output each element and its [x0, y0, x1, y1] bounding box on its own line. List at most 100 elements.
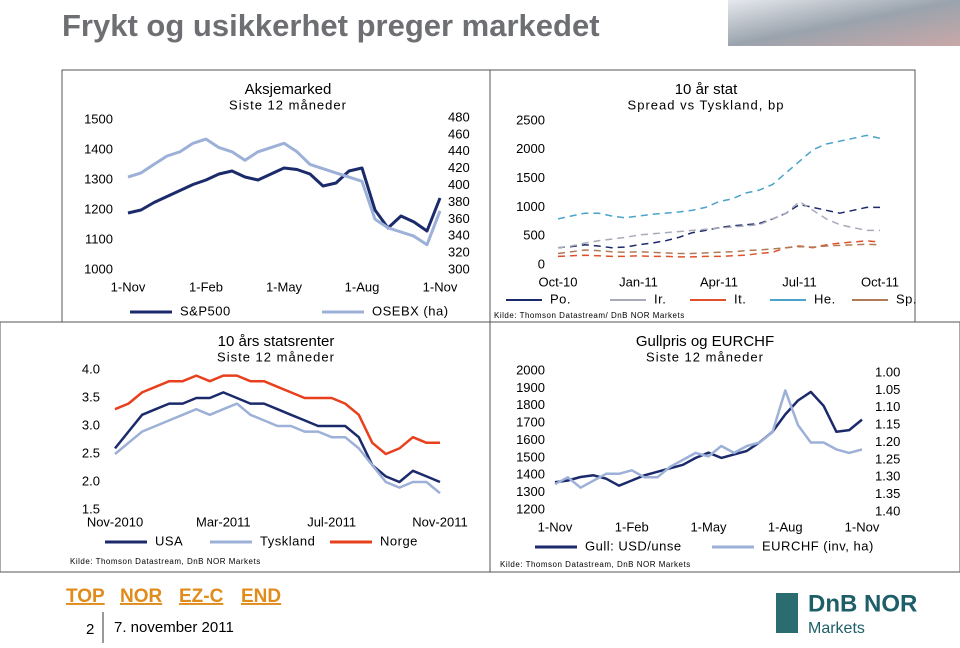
- y2-tick-label: 1.40: [875, 503, 900, 518]
- legend-label: OSEBX (ha): [372, 303, 449, 318]
- y-tick-label: 1300: [516, 484, 545, 499]
- x-tick-label: Jul-2011: [307, 514, 356, 529]
- x-tick-label: Apr-11: [700, 274, 738, 289]
- nav-link[interactable]: NOR: [120, 586, 163, 607]
- chart-subtitle: Siste 12 måneder: [217, 349, 335, 364]
- y2-tick-label: 320: [448, 245, 470, 260]
- y-tick-label: 1800: [516, 397, 545, 412]
- legend-label: Ir.: [654, 291, 666, 306]
- logo-text: DnB NOR: [808, 590, 917, 617]
- y2-tick-label: 1.00: [875, 364, 900, 379]
- y-tick-label: 3.5: [82, 389, 100, 404]
- slide-title: Frykt og usikkerhet preger markedet: [62, 8, 600, 43]
- y-tick-label: 1000: [84, 261, 113, 276]
- x-tick-label: 1-Aug: [345, 279, 380, 294]
- logo-mark: [776, 593, 798, 633]
- y2-tick-label: 460: [448, 126, 470, 141]
- y-tick-label: 1500: [516, 170, 545, 185]
- y2-tick-label: 1.15: [875, 417, 900, 432]
- y-tick-label: 1500: [84, 111, 113, 126]
- chart-title: 10 år stat: [675, 81, 738, 98]
- y-tick-label: 2.5: [82, 445, 100, 460]
- y2-tick-label: 340: [448, 228, 470, 243]
- legend-label: Sp.: [896, 291, 917, 306]
- x-tick-label: Nov-2010: [87, 514, 143, 529]
- y2-tick-label: 400: [448, 177, 470, 192]
- legend-label: Tyskland: [260, 533, 315, 548]
- nav-link[interactable]: TOP: [66, 586, 105, 607]
- y-tick-label: 4.0: [82, 361, 100, 376]
- y2-tick-label: 1.05: [875, 382, 900, 397]
- x-tick-label: Jan-11: [619, 274, 658, 289]
- x-tick-label: 1-Nov: [845, 519, 880, 534]
- series-line: [557, 134, 881, 220]
- chart-title: Gullpris og EURCHF: [636, 333, 774, 350]
- y-tick-label: 1600: [516, 432, 545, 447]
- y-tick-label: 2.0: [82, 473, 100, 488]
- x-tick-label: Oct-11: [861, 274, 899, 289]
- y2-tick-label: 1.10: [875, 399, 900, 414]
- x-tick-label: 1-Nov: [538, 519, 573, 534]
- chart-frame: [489, 321, 960, 573]
- y2-tick-label: 1.30: [875, 469, 900, 484]
- y2-tick-label: 1.35: [875, 486, 900, 501]
- y-tick-label: 1200: [84, 201, 113, 216]
- y2-tick-label: 360: [448, 211, 470, 226]
- legend-label: Po.: [550, 291, 571, 306]
- y-tick-label: 1200: [516, 501, 545, 516]
- chart-subtitle: Spread vs Tyskland, bp: [628, 97, 785, 112]
- y2-tick-label: 380: [448, 194, 470, 209]
- nav-link[interactable]: END: [241, 586, 281, 607]
- y-tick-label: 1500: [516, 449, 545, 464]
- series-line: [114, 374, 440, 456]
- y-tick-label: 0: [538, 256, 545, 271]
- series-line: [127, 166, 442, 233]
- y-tick-label: 1300: [84, 171, 113, 186]
- y2-tick-label: 420: [448, 160, 470, 175]
- series-line: [114, 402, 441, 495]
- x-tick-label: 1-Feb: [615, 519, 649, 534]
- source-note: Kilde: Thomson Datastream/ DnB NOR Marke…: [494, 311, 685, 320]
- y2-tick-label: 480: [448, 109, 470, 124]
- x-tick-label: 1-Nov: [423, 279, 458, 294]
- y-tick-label: 500: [523, 228, 545, 243]
- y-tick-label: 1000: [516, 199, 545, 214]
- chart-title: Aksjemarked: [245, 81, 332, 98]
- y-tick-label: 1400: [84, 141, 113, 156]
- x-tick-label: 1-May: [266, 279, 303, 294]
- legend-label: Norge: [380, 533, 418, 548]
- chart-subtitle: Siste 12 måneder: [229, 97, 347, 112]
- x-tick-label: Jul-11: [782, 274, 816, 289]
- y-tick-label: 2000: [516, 141, 545, 156]
- series-line: [554, 390, 863, 487]
- date: 7. november 2011: [114, 619, 234, 636]
- y-tick-label: 2000: [516, 362, 545, 377]
- y-tick-label: 1.5: [82, 501, 100, 516]
- legend-label: Gull: USD/unse: [585, 538, 682, 553]
- x-tick-label: 1-May: [690, 519, 727, 534]
- legend-label: It.: [734, 291, 746, 306]
- x-tick-label: 1-Nov: [111, 279, 146, 294]
- series-line: [557, 243, 881, 255]
- legend-label: S&P500: [180, 303, 231, 318]
- y-tick-label: 3.0: [82, 417, 100, 432]
- page-number: 2: [86, 621, 94, 638]
- x-tick-label: Oct-10: [538, 274, 577, 289]
- legend-label: He.: [814, 291, 836, 306]
- y2-tick-label: 1.25: [875, 451, 900, 466]
- source-note: Kilde: Thomson Datastream, DnB NOR Marke…: [500, 560, 691, 569]
- x-tick-label: Mar-2011: [196, 514, 251, 529]
- y2-tick-label: 1.20: [875, 434, 900, 449]
- x-tick-label: 1-Aug: [768, 519, 803, 534]
- legend-label: USA: [155, 533, 183, 548]
- x-tick-label: Nov-2011: [412, 514, 467, 529]
- series-line: [557, 240, 881, 258]
- y-tick-label: 2500: [516, 112, 545, 127]
- y-tick-label: 1400: [516, 467, 545, 482]
- header-image: [728, 0, 960, 46]
- nav-link[interactable]: EZ-C: [179, 586, 224, 607]
- chart-title: 10 års statsrenter: [218, 333, 335, 350]
- y-tick-label: 1700: [516, 415, 545, 430]
- series-line: [127, 137, 442, 247]
